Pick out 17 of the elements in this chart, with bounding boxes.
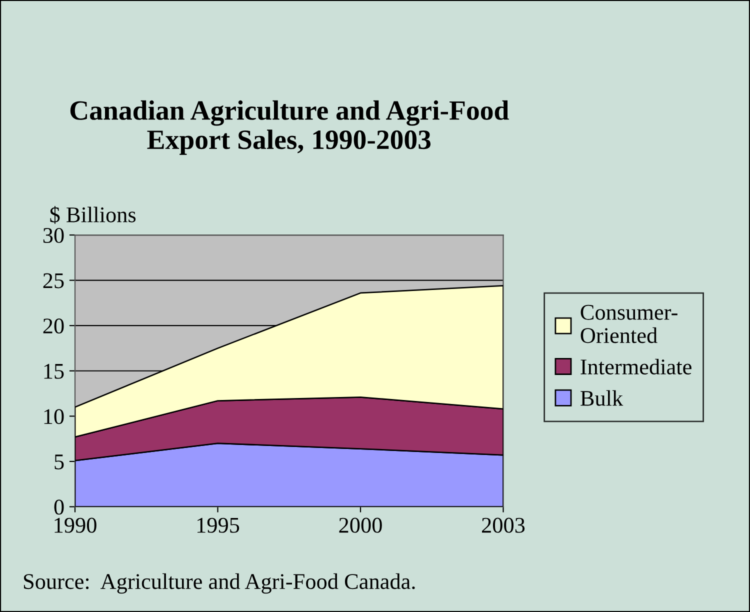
x-tick-label: 1990 — [54, 518, 96, 533]
legend-label: Consumer- Oriented — [580, 304, 678, 344]
y-tick-label: 0 — [54, 500, 64, 515]
y-tick-label: 20 — [43, 318, 64, 334]
legend-label: Intermediate — [580, 358, 692, 374]
y-axis-title: $ Billions — [50, 206, 136, 224]
y-tick-label: 25 — [43, 273, 64, 288]
legend-label: Bulk — [580, 390, 624, 406]
y-tick-label: 15 — [44, 364, 64, 379]
x-tick-label: 1995 — [197, 518, 240, 533]
y-tick-label: 10 — [44, 409, 64, 424]
y-tick-label: 5 — [54, 454, 64, 470]
source-note: Source: Agriculture and Agri-Food Canada. — [24, 573, 415, 594]
x-tick-label: 2003 — [482, 518, 525, 533]
y-tick-label: 30 — [43, 228, 64, 243]
chart-title: Canadian Agriculture and Agri-Food Export Sales, 1990-2003 — [70, 100, 509, 155]
x-tick-label: 2000 — [339, 518, 382, 533]
